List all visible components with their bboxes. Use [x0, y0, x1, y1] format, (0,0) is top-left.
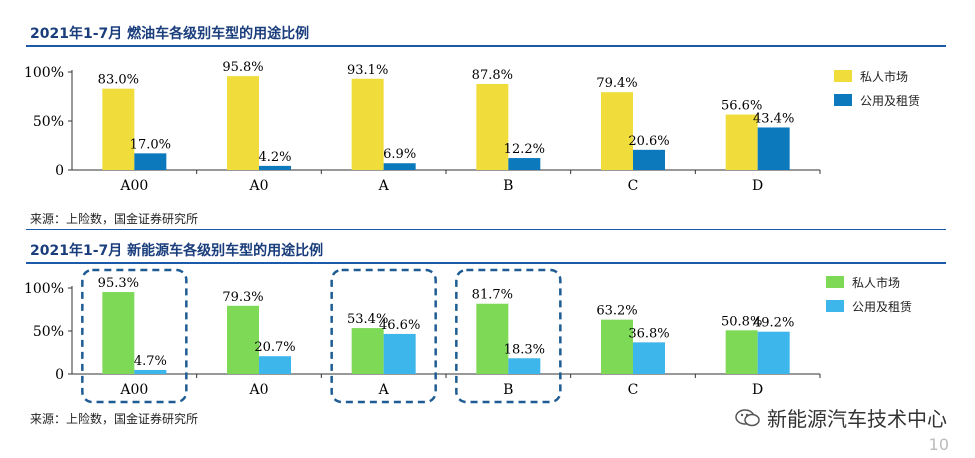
bar-public: [508, 158, 541, 170]
bar-public: [383, 333, 416, 374]
chart1-bottom-rule: [26, 229, 946, 230]
y-tick-label: 100%: [24, 281, 64, 297]
legend-label-public-ev: 公用及租赁: [852, 299, 913, 314]
bar-private: [227, 76, 259, 170]
chart2-title: 2021年1-7月 新能源车各级别车型的用途比例: [30, 243, 324, 259]
data-label: 95.8%: [222, 60, 263, 75]
data-label: 17.0%: [130, 137, 171, 152]
bar-public: [508, 358, 541, 374]
x-tick-label: D: [752, 382, 763, 398]
bar-public: [757, 331, 790, 374]
data-label: 18.3%: [504, 342, 545, 357]
data-label: 43.4%: [753, 111, 794, 126]
highlight-box: [330, 268, 437, 404]
x-tick-label: B: [503, 178, 513, 194]
y-tick-label: 0: [55, 163, 64, 179]
x-tick-label: A: [378, 382, 390, 398]
bar-public: [259, 165, 291, 170]
bar-public: [259, 356, 291, 374]
legend-item-public-ev: 公用及租赁: [826, 296, 912, 316]
bar-private: [351, 78, 384, 170]
chart1-legend: 私人市场 公用及租赁: [834, 66, 920, 114]
legend-label-private: 私人市场: [860, 69, 909, 84]
chart1-plot: 0 50% 100% A00 83.0% 17.0% A0 95.8% 4.2% A 93.1% 6.…: [24, 60, 821, 194]
bar-private: [351, 328, 384, 374]
bar-private: [102, 88, 135, 170]
bar-private: [601, 92, 633, 170]
data-label: 20.7%: [254, 340, 295, 355]
data-label: 12.2%: [504, 142, 545, 157]
data-label: 79.4%: [596, 76, 637, 91]
bar-public: [633, 149, 665, 170]
bar-private: [725, 330, 758, 374]
data-label: 83.0%: [98, 73, 139, 88]
x-tick-label: A: [378, 178, 390, 194]
x-tick-label: D: [752, 178, 763, 194]
chart1-title: 2021年1-7月 燃油车各级别车型的用途比例: [30, 26, 310, 42]
data-label: 50.8%: [721, 314, 762, 329]
data-label: 36.8%: [628, 326, 669, 341]
x-tick-label: B: [503, 382, 513, 398]
legend-swatch-public-ev: [826, 300, 844, 312]
chart1-title-rule: [26, 45, 946, 47]
data-label: 56.6%: [721, 99, 762, 114]
data-label: 79.3%: [222, 290, 263, 305]
data-label: 95.3%: [98, 276, 139, 291]
data-label: 81.7%: [472, 288, 513, 303]
watermark: 新能源汽车技术中心: [735, 403, 947, 432]
legend-item-private: 私人市场: [834, 66, 920, 86]
bar-public: [757, 127, 790, 170]
data-label: 63.2%: [596, 304, 637, 319]
bar-private: [227, 305, 259, 374]
data-label: 93.1%: [347, 63, 388, 78]
y-tick-label: 50%: [33, 324, 64, 340]
bar-public: [633, 342, 665, 374]
bar-public: [134, 153, 167, 170]
page-number: 10: [928, 435, 949, 454]
legend-swatch-private: [834, 70, 852, 82]
chart2-source: 来源：上险数，国金证券研究所: [30, 412, 199, 426]
chart2-legend: 私人市场 公用及租赁: [826, 272, 912, 320]
x-tick-label: A0: [248, 178, 268, 194]
x-tick-label: A0: [248, 382, 268, 398]
data-label: 49.2%: [753, 316, 794, 331]
bar-private: [725, 114, 758, 170]
data-label: 4.2%: [258, 150, 291, 165]
data-label: 46.6%: [379, 318, 420, 333]
chart2-title-rule: [26, 262, 946, 264]
y-tick-label: 100%: [24, 65, 64, 81]
highlight-box: [455, 268, 562, 404]
x-tick-label: C: [628, 382, 639, 398]
bar-public: [134, 369, 167, 374]
data-label: 6.9%: [383, 147, 416, 162]
chart2-plot: 0 50% 100% A00 95.3% 4.7% A0 79.3% 20.7% A 53.4%46…: [24, 268, 821, 404]
data-label: 53.4%: [347, 312, 388, 327]
legend-swatch-public: [834, 94, 852, 106]
legend-label-public: 公用及租赁: [860, 93, 921, 108]
data-label: 4.7%: [134, 354, 167, 369]
data-label: 20.6%: [628, 134, 669, 149]
wechat-icon: [735, 408, 760, 426]
bar-public: [383, 163, 416, 170]
legend-item-private-ev: 私人市场: [826, 272, 912, 292]
chart1-source: 来源：上险数，国金证券研究所: [30, 212, 199, 226]
legend-label-private-ev: 私人市场: [852, 275, 901, 290]
x-tick-label: A00: [119, 382, 148, 398]
bar-private: [601, 319, 633, 374]
y-tick-label: 50%: [33, 114, 64, 130]
highlight-box: [81, 268, 188, 404]
watermark-text: 新能源汽车技术中心: [767, 407, 947, 431]
legend-swatch-private-ev: [826, 276, 844, 288]
bar-private: [476, 303, 509, 374]
x-tick-label: C: [628, 178, 639, 194]
y-tick-label: 0: [55, 367, 64, 383]
data-label: 87.8%: [472, 68, 513, 83]
x-tick-label: A00: [119, 178, 148, 194]
bar-private: [476, 83, 509, 170]
legend-item-public: 公用及租赁: [834, 90, 920, 110]
bar-private: [102, 292, 135, 374]
